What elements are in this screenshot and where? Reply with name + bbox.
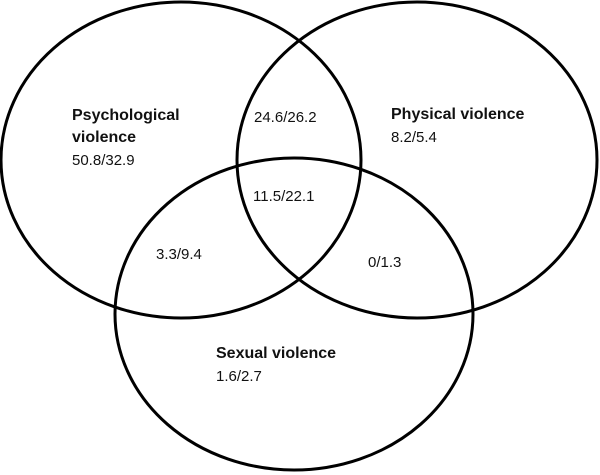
psychological-physical-overlap-value: 24.6/26.2: [254, 109, 317, 126]
psychological-sexual-overlap-value: 3.3/9.4: [156, 246, 202, 263]
sexual-violence-circle: [113, 156, 475, 472]
sexual-violence-label: Sexual violence: [216, 345, 337, 362]
physical-violence-circle: [235, 0, 599, 320]
sexual-violence-value: 1.6/2.7: [216, 368, 262, 385]
physical-violence-value: 8.2/5.4: [391, 129, 437, 146]
all-three-overlap-value: 11.5/22.1: [253, 188, 315, 205]
physical-sexual-overlap-value: 0/1.3: [368, 254, 402, 271]
psychological-violence-value: 50.8/32.9: [72, 152, 135, 169]
physical-violence-label: Physical violence: [391, 106, 525, 123]
psychological-violence-circle: [0, 0, 363, 320]
psychological-violence-label-line2: violence: [72, 129, 137, 146]
psychological-violence-label-line1: Psychological: [72, 107, 180, 124]
